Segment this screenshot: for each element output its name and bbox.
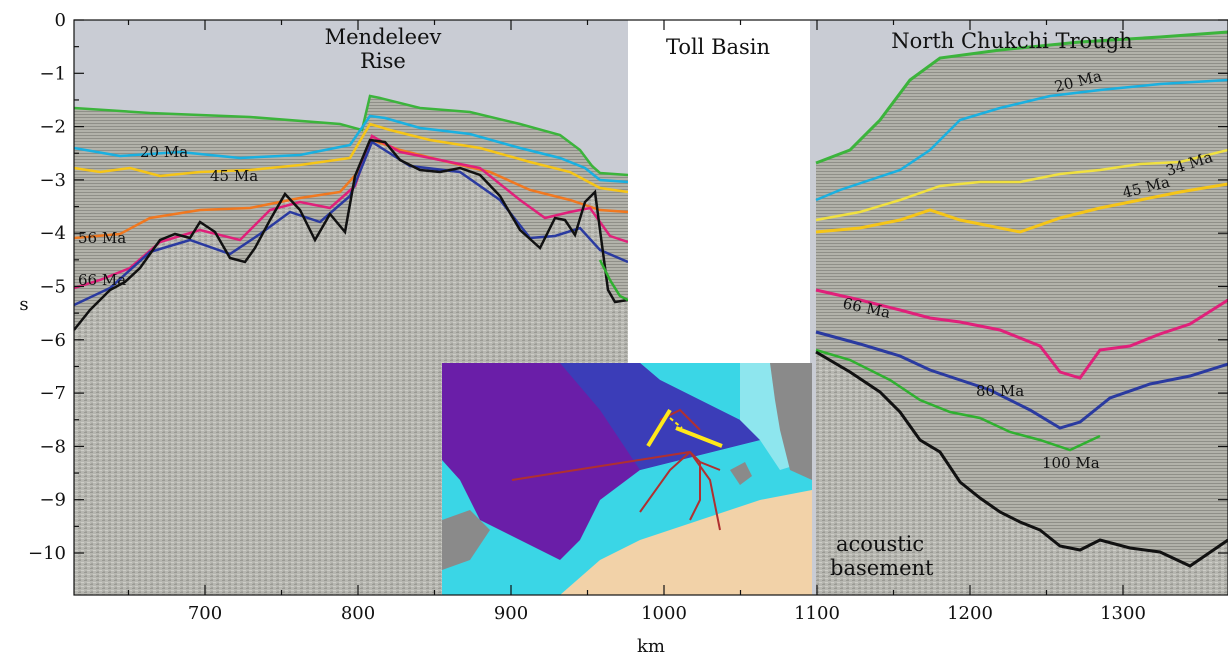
axes: 0 −1 −2 −3 −4 −5 −6 −7 −8 −9 −10 700 800 900 1000 1100…	[19, 10, 1228, 657]
y-tick-label: −8	[39, 436, 66, 457]
horizon-100ma-left	[598, 259, 629, 302]
basement-line-right	[815, 350, 1228, 568]
label-45ma-left: 45 Ma	[210, 167, 258, 185]
inset-selected-profile	[646, 408, 723, 448]
horizon-20ma-right	[815, 78, 1228, 202]
y-tick-label: −6	[39, 330, 66, 351]
x-axis-label: km	[637, 636, 665, 657]
label-56ma-left: 56 Ma	[78, 229, 126, 247]
y-tick-label: 0	[55, 10, 66, 31]
y-tick-label: −10	[28, 543, 66, 564]
toll-basin-label: Toll Basin	[666, 35, 770, 59]
horizon-45ma-left	[74, 122, 629, 194]
x-tick-label: 900	[494, 603, 528, 624]
y-tick-label: −4	[39, 223, 66, 244]
x-tick-label: 1200	[947, 603, 993, 624]
seafloor-left	[74, 94, 629, 177]
y-tick-label: −9	[39, 490, 66, 511]
y-axis-ticks: 0 −1 −2 −3 −4 −5 −6 −7 −8 −9 −10	[28, 10, 1228, 564]
inset-land-west	[442, 510, 490, 570]
y-tick-label: −5	[39, 277, 66, 298]
x-tick-label: 1000	[641, 603, 687, 624]
inset-island	[730, 462, 752, 485]
mendeleev-label-line2: Rise	[360, 49, 406, 73]
basement-line-left	[74, 138, 629, 331]
y-axis-label: s	[19, 294, 28, 315]
toll-basin-gap	[628, 20, 810, 363]
mendeleev-label-line1: Mendeleev	[325, 25, 442, 49]
y-tick-label: −2	[39, 117, 66, 138]
y-tick-label: −1	[39, 63, 66, 84]
x-tick-label: 700	[188, 603, 222, 624]
inset-location-map	[442, 363, 812, 595]
plot-frame	[73, 19, 1228, 596]
x-axis-ticks: 700 800 900 1000 1100 1200 1300	[127, 20, 1146, 624]
horizon-66ma-right	[815, 288, 1228, 380]
horizon-100ma-right	[815, 348, 1101, 452]
label-100ma-right: 100 Ma	[1042, 454, 1100, 472]
x-tick-label: 1300	[1100, 603, 1146, 624]
x-tick-label: 1100	[794, 603, 840, 624]
horizon-45ma-right	[815, 182, 1228, 234]
inset-selected-profile-dash	[669, 417, 683, 429]
acoustic-basement-label-line2: basement	[830, 556, 934, 580]
horizon-20ma-left	[74, 114, 629, 184]
basement-fill-right	[816, 352, 1228, 595]
horizon-34ma-right	[815, 148, 1228, 222]
horizon-80ma-left	[74, 140, 629, 307]
acoustic-basement-label-line1: acoustic	[836, 532, 924, 556]
x-tick-label: 800	[341, 603, 375, 624]
panel-north-chukchi-trough: North Chukchi Trough 20 Ma 34 Ma 45 Ma 6…	[810, 20, 1228, 595]
inset-land-east	[770, 363, 812, 480]
label-80ma-right: 80 Ma	[976, 382, 1024, 400]
y-tick-label: −7	[39, 383, 66, 404]
horizon-80ma-right	[815, 330, 1228, 430]
inset-other-profiles	[511, 408, 721, 531]
label-20ma-left: 20 Ma	[140, 143, 188, 161]
seafloor-right	[815, 30, 1228, 165]
label-66ma-left: 66 Ma	[78, 271, 126, 289]
inset-coast	[560, 490, 812, 595]
y-tick-label: −3	[39, 170, 66, 191]
chukchi-label: North Chukchi Trough	[891, 29, 1132, 53]
